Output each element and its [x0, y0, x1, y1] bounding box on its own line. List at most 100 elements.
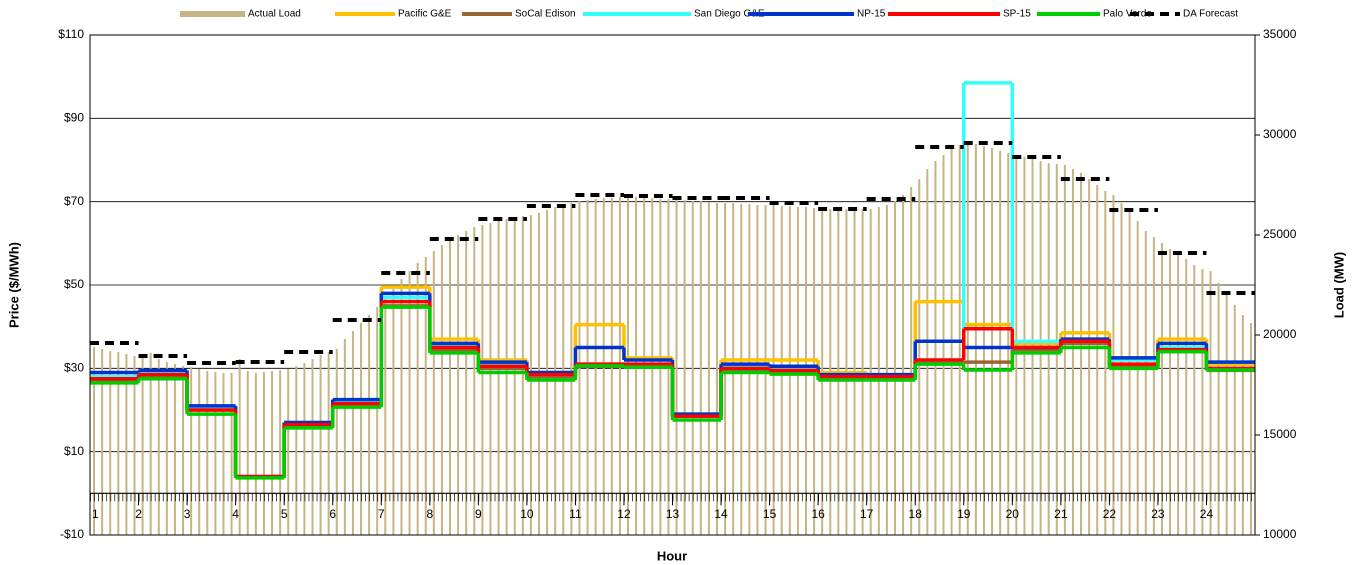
x-tick-label: 4	[232, 507, 239, 521]
load-bar	[1160, 243, 1163, 535]
load-bar	[1177, 255, 1180, 535]
x-tick-label: 24	[1200, 507, 1214, 521]
y2-tick-label: 10000	[1263, 527, 1297, 541]
load-bar	[311, 359, 314, 535]
legend-label: DA Forecast	[1183, 9, 1238, 20]
y-tick-label: $30	[64, 361, 84, 375]
x-tick-label: 16	[811, 507, 825, 521]
load-bar	[473, 227, 476, 535]
load-bar	[1007, 153, 1010, 535]
legend-label: NP-15	[857, 9, 886, 20]
load-bar	[926, 169, 929, 535]
y-tick-label: $90	[64, 111, 84, 125]
load-bar	[424, 257, 427, 535]
legend-label: San Diego G&E	[694, 9, 765, 20]
load-bar	[173, 364, 176, 535]
x-tick-label: 10	[520, 507, 534, 521]
load-bar	[408, 271, 411, 535]
load-bar	[400, 279, 403, 535]
load-bar	[918, 179, 921, 535]
load-bar	[942, 155, 945, 535]
load-bar	[376, 307, 379, 535]
load-bar	[707, 202, 710, 535]
load-bar	[182, 366, 185, 535]
load-bar	[1104, 191, 1107, 535]
load-bar	[319, 355, 322, 535]
load-bar	[238, 359, 241, 535]
load-bar	[343, 339, 346, 535]
load-bar	[222, 373, 225, 535]
load-bar	[279, 370, 282, 535]
y2-tick-label: 30000	[1263, 127, 1297, 141]
load-bar	[117, 352, 120, 535]
load-bar	[1063, 165, 1066, 535]
x-tick-label: 17	[860, 507, 874, 521]
load-bar	[513, 217, 516, 535]
load-bar	[165, 362, 168, 535]
y-tick-label: $110	[58, 27, 84, 41]
load-bar	[133, 356, 136, 535]
load-bar	[982, 146, 985, 535]
y-axis-title: Price ($/MWh)	[6, 242, 21, 328]
y2-tick-label: 25000	[1263, 227, 1297, 241]
load-bar	[1096, 185, 1099, 535]
x-tick-label: 6	[329, 507, 336, 521]
load-bar	[1249, 323, 1252, 535]
load-bar	[1209, 271, 1212, 535]
legend-label: Actual Load	[248, 9, 301, 20]
x-tick-label: 9	[475, 507, 482, 521]
load-bar	[991, 148, 994, 535]
y-tick-label: $70	[64, 194, 84, 208]
load-bar	[1217, 283, 1220, 535]
load-bar	[1201, 269, 1204, 535]
plot-frame	[89, 34, 1256, 536]
load-bar	[1225, 295, 1228, 535]
load-bar	[262, 372, 265, 535]
x-tick-label: 5	[281, 507, 288, 521]
load-bar	[449, 239, 452, 535]
price-line	[90, 141, 1255, 365]
load-bar	[489, 223, 492, 535]
x-tick-label: 20	[1006, 507, 1020, 521]
load-bar	[246, 371, 249, 535]
load-bar	[335, 349, 338, 535]
x-tick-label: 8	[426, 507, 433, 521]
load-bar	[141, 357, 144, 535]
load-bar	[295, 366, 298, 535]
load-bar	[1152, 237, 1155, 535]
load-bar	[885, 205, 888, 535]
y2-axis-title: Load (MW)	[1331, 252, 1346, 318]
load-bar	[384, 299, 387, 535]
load-bar	[93, 347, 96, 535]
price-line	[90, 305, 1255, 480]
x-tick-label: 15	[763, 507, 777, 521]
load-bar	[368, 315, 371, 535]
x-tick-label: 1	[92, 507, 99, 521]
load-bar	[271, 371, 274, 535]
x-tick-label: 7	[378, 507, 385, 521]
load-bar	[1169, 249, 1172, 535]
load-bar	[481, 225, 484, 535]
load-bar	[214, 372, 217, 535]
load-bar	[416, 263, 419, 535]
legend-label: SP-15	[1003, 9, 1031, 20]
y-tick-label: $50	[64, 277, 84, 291]
load-bar	[699, 201, 702, 535]
load-bar	[125, 354, 128, 535]
load-bar	[190, 367, 193, 535]
x-tick-label: 23	[1151, 507, 1165, 521]
load-bar	[1144, 231, 1147, 535]
load-bar	[101, 349, 104, 535]
load-bar	[109, 351, 112, 535]
load-bar	[570, 203, 573, 535]
load-bar	[521, 216, 524, 535]
x-tick-label: 19	[957, 507, 971, 521]
load-bar	[974, 144, 977, 535]
x-axis-title: Hour	[657, 548, 687, 563]
load-bar	[562, 205, 565, 535]
load-bar	[457, 235, 460, 535]
load-bar	[1233, 305, 1236, 535]
load-bar	[351, 331, 354, 535]
load-bar	[934, 161, 937, 535]
load-bar	[303, 363, 306, 535]
